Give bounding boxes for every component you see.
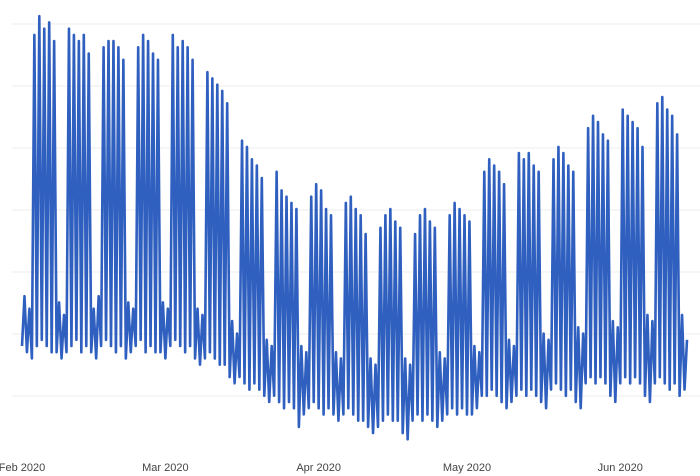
x-tick-label: Apr 2020 bbox=[296, 462, 341, 474]
series-line bbox=[20, 14, 689, 441]
x-tick-label: Jun 2020 bbox=[598, 462, 643, 474]
x-tick-label: May 2020 bbox=[443, 462, 491, 474]
x-tick-label: Mar 2020 bbox=[142, 462, 188, 474]
x-tick-label: Feb 2020 bbox=[0, 462, 45, 474]
